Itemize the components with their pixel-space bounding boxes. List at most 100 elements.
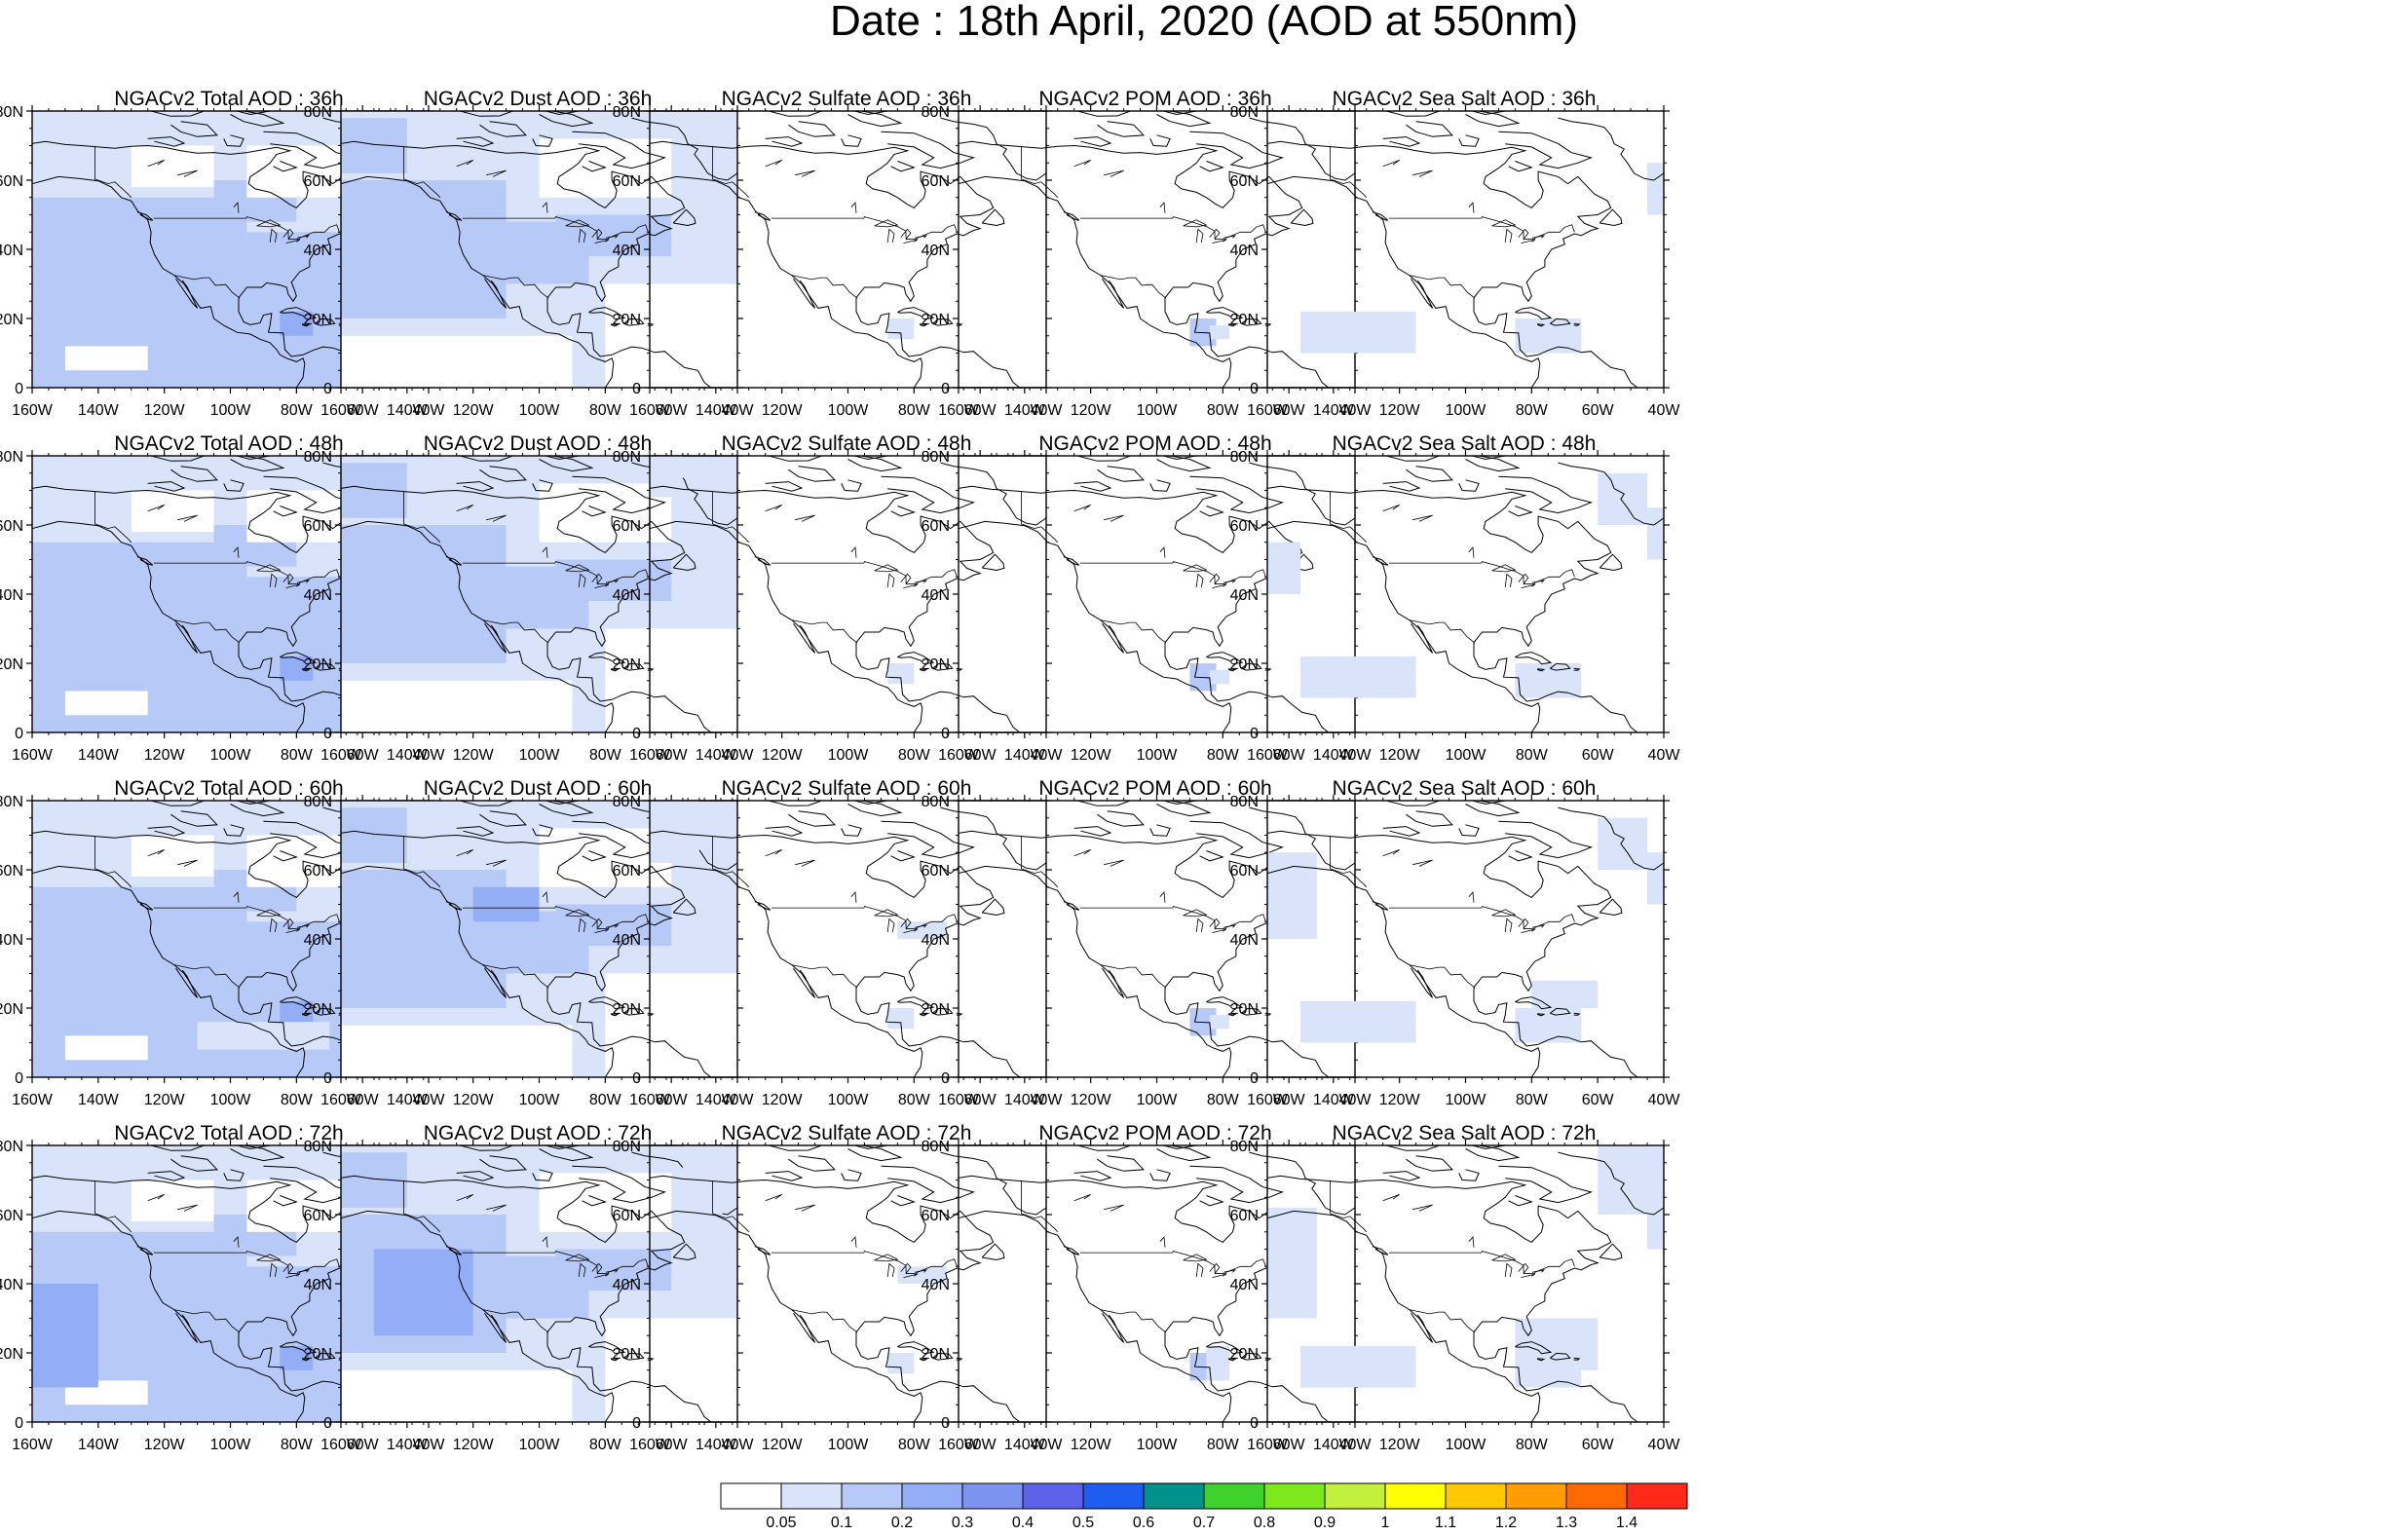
lake-outline bbox=[765, 505, 782, 512]
lake-outline bbox=[1209, 573, 1221, 584]
lake-outline bbox=[147, 505, 165, 512]
coastline bbox=[532, 479, 553, 492]
map-svg: 80N 60N 40N 20N 0 160W 140W 120W 100W 80W 60W 40W bbox=[1230, 104, 1681, 419]
colorbar-swatch bbox=[780, 1482, 843, 1510]
coastline bbox=[459, 111, 513, 117]
lake-outline bbox=[1104, 169, 1124, 177]
lake-outline bbox=[256, 1254, 282, 1262]
coastline bbox=[631, 117, 737, 181]
map-axes: 80N 60N 40N 20N 0 160W 140W 120W 100W 80W 60W 40W bbox=[613, 104, 1064, 419]
coastline bbox=[881, 475, 976, 514]
lat-label: 0 bbox=[323, 1415, 332, 1432]
coastlines bbox=[1267, 801, 1664, 1077]
lake-outline bbox=[578, 228, 586, 243]
lat-label: 60N bbox=[1230, 173, 1259, 190]
coastline bbox=[588, 1341, 626, 1355]
aod-cell bbox=[131, 1180, 214, 1222]
coastline bbox=[230, 111, 285, 128]
lake-outline bbox=[1073, 1194, 1091, 1202]
lat-label: 80N bbox=[613, 449, 641, 466]
coastline bbox=[672, 1243, 696, 1261]
map-svg: 80N 60N 40N 20N 0 160W 140W 120W 100W 80W 60W 40W bbox=[613, 1139, 1064, 1453]
lon-label: 120W bbox=[762, 1092, 804, 1108]
coastline bbox=[546, 111, 580, 116]
lake-outline bbox=[874, 1254, 899, 1262]
map-svg: 80N 60N 40N 20N 0 160W 140W 120W 100W 80W 60W 40W bbox=[304, 1139, 755, 1453]
map-svg: 80N 60N 40N 20N 0 160W 140W 120W 100W 80W 60W 40W bbox=[1230, 794, 1681, 1108]
coastline bbox=[1097, 810, 1145, 827]
colorbar-label: 1.3 bbox=[1556, 1515, 1577, 1531]
lon-label: 160W bbox=[938, 402, 980, 419]
country-border bbox=[462, 216, 649, 241]
lon-label: 120W bbox=[144, 1092, 186, 1108]
lat-label: 60N bbox=[613, 863, 641, 880]
coastline bbox=[847, 456, 903, 472]
coastline bbox=[765, 826, 804, 837]
country-border bbox=[1021, 836, 1059, 888]
map-svg: 80N 60N 40N 20N 0 160W 140W 120W 100W 80W 60W 40W bbox=[922, 1139, 1373, 1453]
lake-outline bbox=[1382, 505, 1400, 512]
map-svg: 80N 60N 40N 20N 0 160W 140W 120W 100W 80W 60W 40W bbox=[922, 104, 1373, 419]
lon-label: 160W bbox=[629, 1437, 671, 1453]
coastline bbox=[1249, 462, 1355, 526]
aod-cell bbox=[1531, 980, 1599, 1008]
coastline bbox=[32, 1210, 306, 1422]
aod-cell bbox=[341, 335, 573, 388]
aod-cell bbox=[246, 145, 347, 198]
coastline bbox=[768, 801, 822, 806]
lake-outline bbox=[886, 918, 895, 932]
lake-outline bbox=[1521, 239, 1535, 244]
lon-label: 160W bbox=[938, 747, 980, 764]
coastline bbox=[588, 307, 626, 320]
aod-cell bbox=[1598, 1145, 1664, 1215]
coastlines bbox=[341, 801, 737, 1077]
coastlines bbox=[1267, 1145, 1664, 1422]
coastline bbox=[1227, 1358, 1237, 1362]
country-border bbox=[153, 1251, 340, 1275]
coastline bbox=[1473, 987, 1638, 1077]
coastline bbox=[32, 140, 377, 303]
coastline bbox=[919, 668, 928, 672]
coastline bbox=[1164, 642, 1330, 732]
coastline bbox=[855, 1331, 1021, 1422]
coastline bbox=[1156, 801, 1212, 817]
coastline bbox=[931, 1352, 954, 1361]
lat-label: 0 bbox=[941, 726, 950, 742]
lon-label: 100W bbox=[828, 747, 870, 764]
panel-title: NGACv2 Sea Salt AOD : 48h bbox=[1332, 432, 1597, 455]
lat-label: 80N bbox=[0, 449, 23, 466]
lon-label: 160W bbox=[629, 747, 671, 764]
country-border bbox=[712, 836, 750, 888]
lon-label: 60W bbox=[347, 1437, 380, 1453]
coastline bbox=[1465, 456, 1521, 472]
aod-cell bbox=[1647, 852, 1664, 905]
aod-cell bbox=[1299, 1345, 1416, 1388]
coastline bbox=[546, 987, 712, 1077]
country-border bbox=[1388, 1251, 1575, 1275]
lon-label: 40W bbox=[1648, 402, 1681, 419]
lat-label: 60N bbox=[0, 1208, 23, 1224]
aod-cell bbox=[341, 1152, 407, 1208]
lon-label: 120W bbox=[1379, 1092, 1421, 1108]
coastline bbox=[484, 622, 508, 654]
coastline bbox=[768, 1145, 822, 1151]
lon-label: 100W bbox=[519, 1437, 561, 1453]
coastline bbox=[1267, 830, 1612, 993]
lake-outline bbox=[456, 160, 473, 168]
aod-cell bbox=[605, 628, 737, 732]
lake-outline bbox=[486, 859, 507, 867]
coastline bbox=[273, 1195, 298, 1207]
lon-label: 160W bbox=[1247, 1092, 1289, 1108]
lake-outline bbox=[147, 1194, 165, 1202]
lon-label: 40W bbox=[413, 1437, 446, 1453]
coastline bbox=[456, 826, 495, 837]
aod-cell bbox=[1299, 656, 1416, 698]
coastline bbox=[1199, 850, 1224, 862]
lat-label: 20N bbox=[613, 1346, 641, 1363]
lon-label: 60W bbox=[656, 747, 689, 764]
lake-outline bbox=[296, 1269, 311, 1273]
lake-outline bbox=[903, 583, 918, 588]
coastline bbox=[1411, 622, 1434, 654]
coastline bbox=[768, 111, 822, 117]
lake-outline bbox=[914, 580, 928, 583]
